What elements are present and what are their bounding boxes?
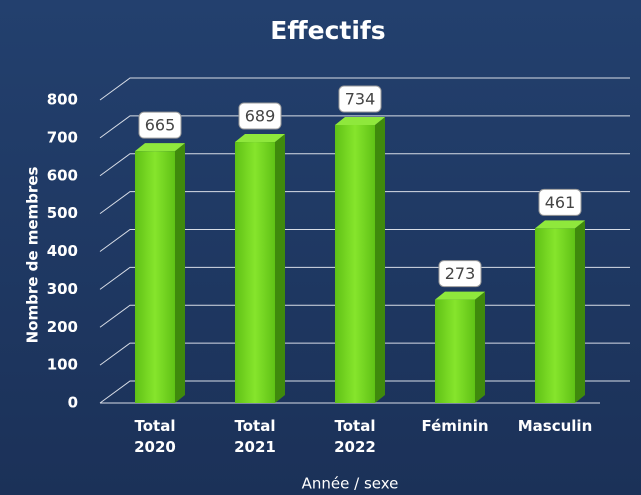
bar-top	[335, 116, 385, 125]
y-tick-label: 500	[47, 204, 78, 222]
x-axis-label: Année / sexe	[302, 475, 399, 493]
value-label-box	[538, 188, 582, 216]
grid-line	[99, 153, 630, 177]
bar	[235, 142, 275, 403]
y-tick-label: 300	[47, 280, 78, 298]
bar-side	[175, 143, 185, 403]
bar-side	[375, 116, 385, 403]
x-tick-label: Total 2022	[334, 417, 376, 456]
y-tick-label: 800	[47, 91, 78, 109]
grid-line	[99, 229, 630, 252]
bar-top	[435, 291, 485, 300]
bar	[535, 228, 575, 403]
y-tick-label: 600	[47, 166, 78, 184]
bar	[135, 151, 175, 403]
y-tick-label: 0	[68, 394, 78, 412]
value-label: 273	[445, 264, 476, 283]
value-label: 665	[145, 116, 176, 135]
grid-line	[99, 191, 630, 215]
value-label: 689	[245, 107, 276, 126]
grid-line	[99, 115, 630, 139]
bar-side	[275, 134, 285, 403]
y-tick-label: 400	[47, 242, 78, 260]
grid-line	[99, 77, 630, 101]
value-label-box	[438, 260, 482, 288]
value-label-box	[238, 102, 282, 130]
bar	[335, 124, 375, 403]
chart-title: Effectifs	[270, 16, 385, 45]
bar-top	[135, 143, 185, 152]
x-tick-label: Féminin	[421, 417, 489, 435]
x-tick-label: Total 2021	[234, 417, 276, 456]
bar-side	[575, 220, 585, 403]
y-tick-label: 100	[47, 356, 78, 374]
y-tick-label: 200	[47, 318, 78, 336]
x-tick-label: Total 2020	[134, 417, 176, 456]
y-axis-label: Nombre de membres	[24, 167, 42, 344]
value-label: 461	[545, 193, 576, 212]
bar-top	[535, 220, 585, 229]
value-label-box	[138, 111, 182, 139]
bar	[435, 299, 475, 403]
y-tick-label: 700	[47, 128, 78, 146]
bar-top	[235, 134, 285, 143]
value-label-box	[338, 85, 382, 113]
bar-side	[475, 291, 485, 403]
value-label: 734	[345, 89, 376, 108]
x-tick-label: Masculin	[517, 417, 593, 435]
